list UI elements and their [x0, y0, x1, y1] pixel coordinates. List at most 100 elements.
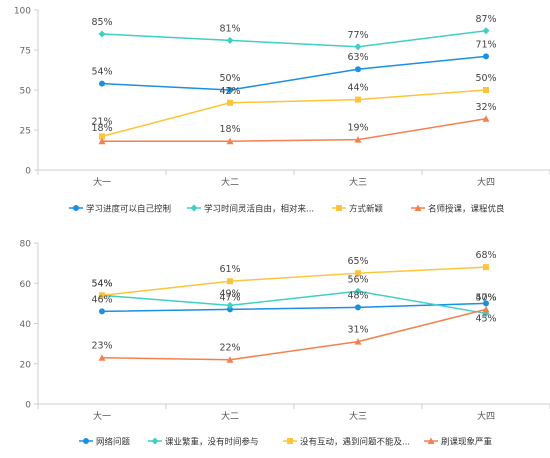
data-label: 32% [475, 102, 496, 113]
data-point [355, 304, 361, 311]
data-label: 49% [219, 288, 240, 299]
data-point [227, 99, 233, 106]
y-tick-label: 0 [25, 401, 31, 411]
data-point [98, 30, 106, 38]
legend[interactable]: 网络问题 课业繁重，没有时间参与 没有互动，遇到问题不能及... 刷课现象严重 [79, 437, 493, 448]
legend-label: 刷课现象严重 [441, 437, 493, 448]
data-label: 21% [91, 116, 112, 127]
line-chart-1: 0 25 50 75 100 大一 大二 大三 大四 54% 50% 63% 71% 85% 81% 77% 8… [14, 7, 550, 215]
data-point [354, 287, 362, 295]
series-2 [98, 27, 490, 51]
y-tick-label: 60 [20, 280, 32, 290]
data-label: 22% [219, 343, 240, 354]
data-point [99, 133, 105, 140]
data-label: 19% [347, 123, 368, 134]
data-point [354, 338, 362, 345]
data-point [482, 27, 490, 35]
series-line [101, 290, 487, 315]
legend[interactable]: 学习进度可以自己控制 学习时间灵活自由，相对来... 方式新颖 名师授课，课程优良 [69, 204, 505, 215]
legend-item[interactable]: 网络问题 [79, 437, 131, 448]
y-tick-label: 25 [20, 127, 31, 137]
x-tick-label: 大三 [349, 176, 367, 188]
legend-marker-icon [73, 205, 79, 211]
legend-label: 方式新颖 [349, 204, 384, 215]
x-tick-label: 大二 [221, 176, 239, 188]
y-tick-label: 75 [20, 47, 31, 57]
data-label: 23% [91, 341, 112, 352]
data-point [483, 87, 489, 93]
legend-item[interactable]: 课业繁重，没有时间参与 [148, 437, 259, 448]
y-tick-label: 80 [20, 240, 32, 250]
legend-label: 没有互动，遇到问题不能及... [300, 437, 410, 448]
data-label: 50% [219, 73, 240, 84]
data-point [226, 301, 234, 309]
data-point [226, 137, 234, 145]
x-tick-label: 大三 [349, 410, 367, 422]
data-label: 44% [347, 83, 368, 94]
series-line [101, 55, 487, 91]
data-label: 47% [475, 292, 496, 303]
data-point [483, 53, 489, 60]
data-label: 18% [91, 123, 112, 134]
data-point [355, 270, 361, 277]
series-4 [98, 305, 490, 363]
data-label: 56% [347, 274, 368, 285]
data-point [226, 36, 234, 44]
data-point [98, 137, 106, 145]
data-point [99, 80, 105, 87]
series-1 [99, 300, 489, 315]
x-tick-label: 大四 [477, 176, 495, 188]
legend-item[interactable]: 名师授课，课程优良 [411, 204, 505, 215]
data-label: 50% [475, 292, 496, 303]
legend-marker-icon [336, 205, 342, 211]
data-label: 46% [91, 294, 112, 305]
data-label: 45% [475, 313, 496, 324]
x-tick-label: 大一 [93, 410, 111, 422]
data-label: 42% [219, 86, 240, 97]
x-tick-label: 大一 [93, 176, 111, 188]
series-line [101, 308, 487, 361]
legend-item[interactable]: 方式新颖 [332, 204, 384, 215]
data-label: 47% [219, 292, 240, 303]
series-line [101, 30, 487, 48]
data-point [227, 278, 233, 285]
x-tick-label: 大二 [221, 410, 239, 422]
data-label: 87% [475, 14, 496, 25]
legend-item[interactable]: 学习时间灵活自由，相对来... [187, 204, 314, 215]
y-tick-label: 50 [20, 87, 32, 97]
legend-marker-icon [151, 437, 159, 445]
data-label: 81% [219, 23, 240, 34]
legend-label: 学习进度可以自己控制 [86, 204, 171, 215]
data-label: 50% [475, 73, 496, 84]
series-line [101, 302, 487, 313]
legend-item[interactable]: 没有互动，遇到问题不能及... [283, 437, 410, 448]
data-point [483, 300, 489, 307]
data-label: 18% [219, 124, 240, 135]
data-point [99, 292, 105, 299]
data-point [227, 87, 233, 93]
data-point [226, 356, 234, 363]
y-tick-label: 40 [20, 320, 32, 330]
data-label: 48% [347, 290, 368, 301]
legend-marker-icon [427, 437, 435, 444]
data-point [482, 305, 490, 313]
legend-marker-icon [83, 438, 89, 444]
series-line [102, 118, 487, 142]
y-tick-label: 100 [14, 7, 31, 17]
series-line [101, 89, 487, 138]
series-3 [99, 87, 489, 140]
series-2 [98, 287, 490, 317]
data-label: 77% [347, 30, 368, 41]
series-1 [99, 53, 489, 93]
data-label: 68% [475, 250, 496, 261]
legend-item[interactable]: 学习进度可以自己控制 [69, 204, 171, 215]
legend-marker-icon [414, 204, 422, 211]
data-label: 65% [347, 256, 368, 267]
data-label: 31% [347, 325, 368, 336]
data-label: 54% [91, 278, 112, 289]
data-point [355, 96, 361, 103]
data-label: 85% [91, 17, 112, 28]
legend-item[interactable]: 刷课现象严重 [424, 437, 493, 448]
